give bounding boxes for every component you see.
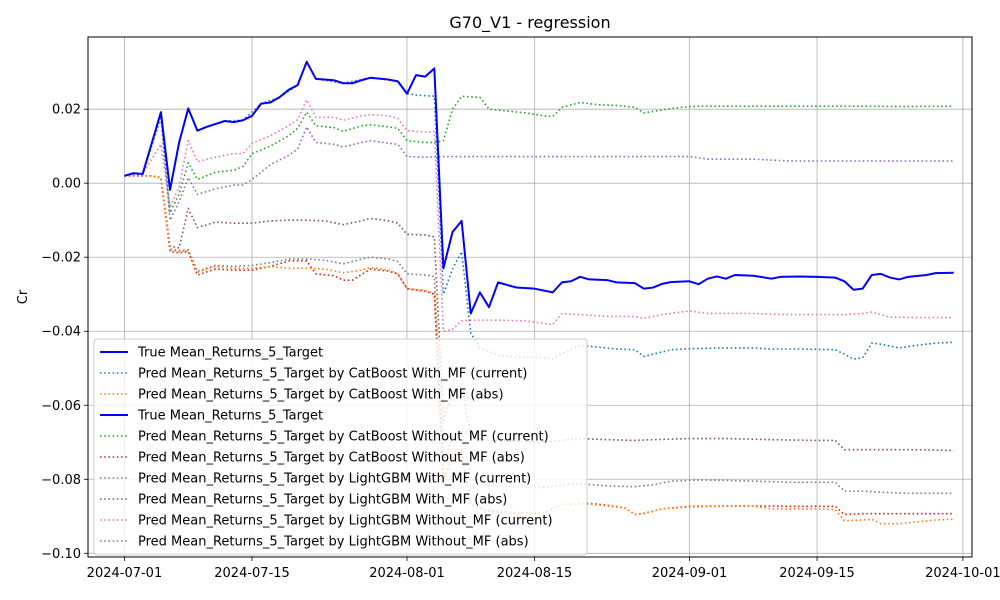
x-tick-label: 2024-08-01: [369, 566, 445, 581]
y-tick-label: −0.08: [41, 473, 81, 488]
series-line: [124, 117, 954, 221]
series-line: [124, 174, 954, 525]
y-axis-label: Cr: [16, 289, 31, 304]
y-tick-label: −0.10: [41, 547, 81, 562]
x-tick-label: 2024-10-01: [925, 566, 1000, 581]
series-line: [124, 60, 954, 315]
y-axis-ticks: 0.02 0.00 −0.02 −0.04 −0.06 −0.08 −0.10: [41, 103, 88, 562]
legend: True Mean_Returns_5_Target Pred Mean_Retu…: [93, 338, 588, 556]
x-tick-label: 2024-07-15: [214, 566, 290, 581]
legend-label: Pred Mean_Returns_5_Target by CatBoost W…: [138, 451, 525, 466]
plot-frame: [87, 36, 973, 558]
legend-label: Pred Mean_Returns_5_Target by CatBoost W…: [138, 388, 504, 403]
x-tick-label: 2024-07-01: [87, 566, 163, 581]
x-tick-label: 2024-09-01: [652, 566, 728, 581]
legend-box: [93, 338, 588, 556]
y-tick-label: −0.04: [41, 325, 81, 340]
legend-label: Pred Mean_Returns_5_Target by LightGBM W…: [138, 472, 531, 487]
chart-title: G70_V1 - regression: [449, 13, 610, 33]
y-tick-label: −0.02: [41, 251, 81, 266]
legend-label: Pred Mean_Returns_5_Target by LightGBM W…: [138, 493, 507, 508]
legend-label: True Mean_Returns_5_Target: [137, 346, 323, 361]
legend-label: True Mean_Returns_5_Target: [137, 409, 323, 424]
legend-label: Pred Mean_Returns_5_Target by LightGBM W…: [138, 514, 553, 529]
x-tick-label: 2024-08-15: [497, 566, 573, 581]
series-line: [124, 99, 954, 333]
legend-label: Pred Mean_Returns_5_Target by CatBoost W…: [138, 367, 527, 382]
legend-label: Pred Mean_Returns_5_Target by CatBoost W…: [138, 430, 549, 445]
y-tick-label: 0.00: [52, 177, 81, 192]
x-tick-label: 2024-09-15: [779, 566, 855, 581]
y-tick-label: −0.06: [41, 399, 81, 414]
y-tick-label: 0.02: [52, 103, 81, 118]
legend-label: Pred Mean_Returns_5_Target by LightGBM W…: [138, 535, 529, 550]
x-axis-ticks: 2024-07-01 2024-07-15 2024-08-01 2024-08-15…: [87, 557, 1000, 581]
